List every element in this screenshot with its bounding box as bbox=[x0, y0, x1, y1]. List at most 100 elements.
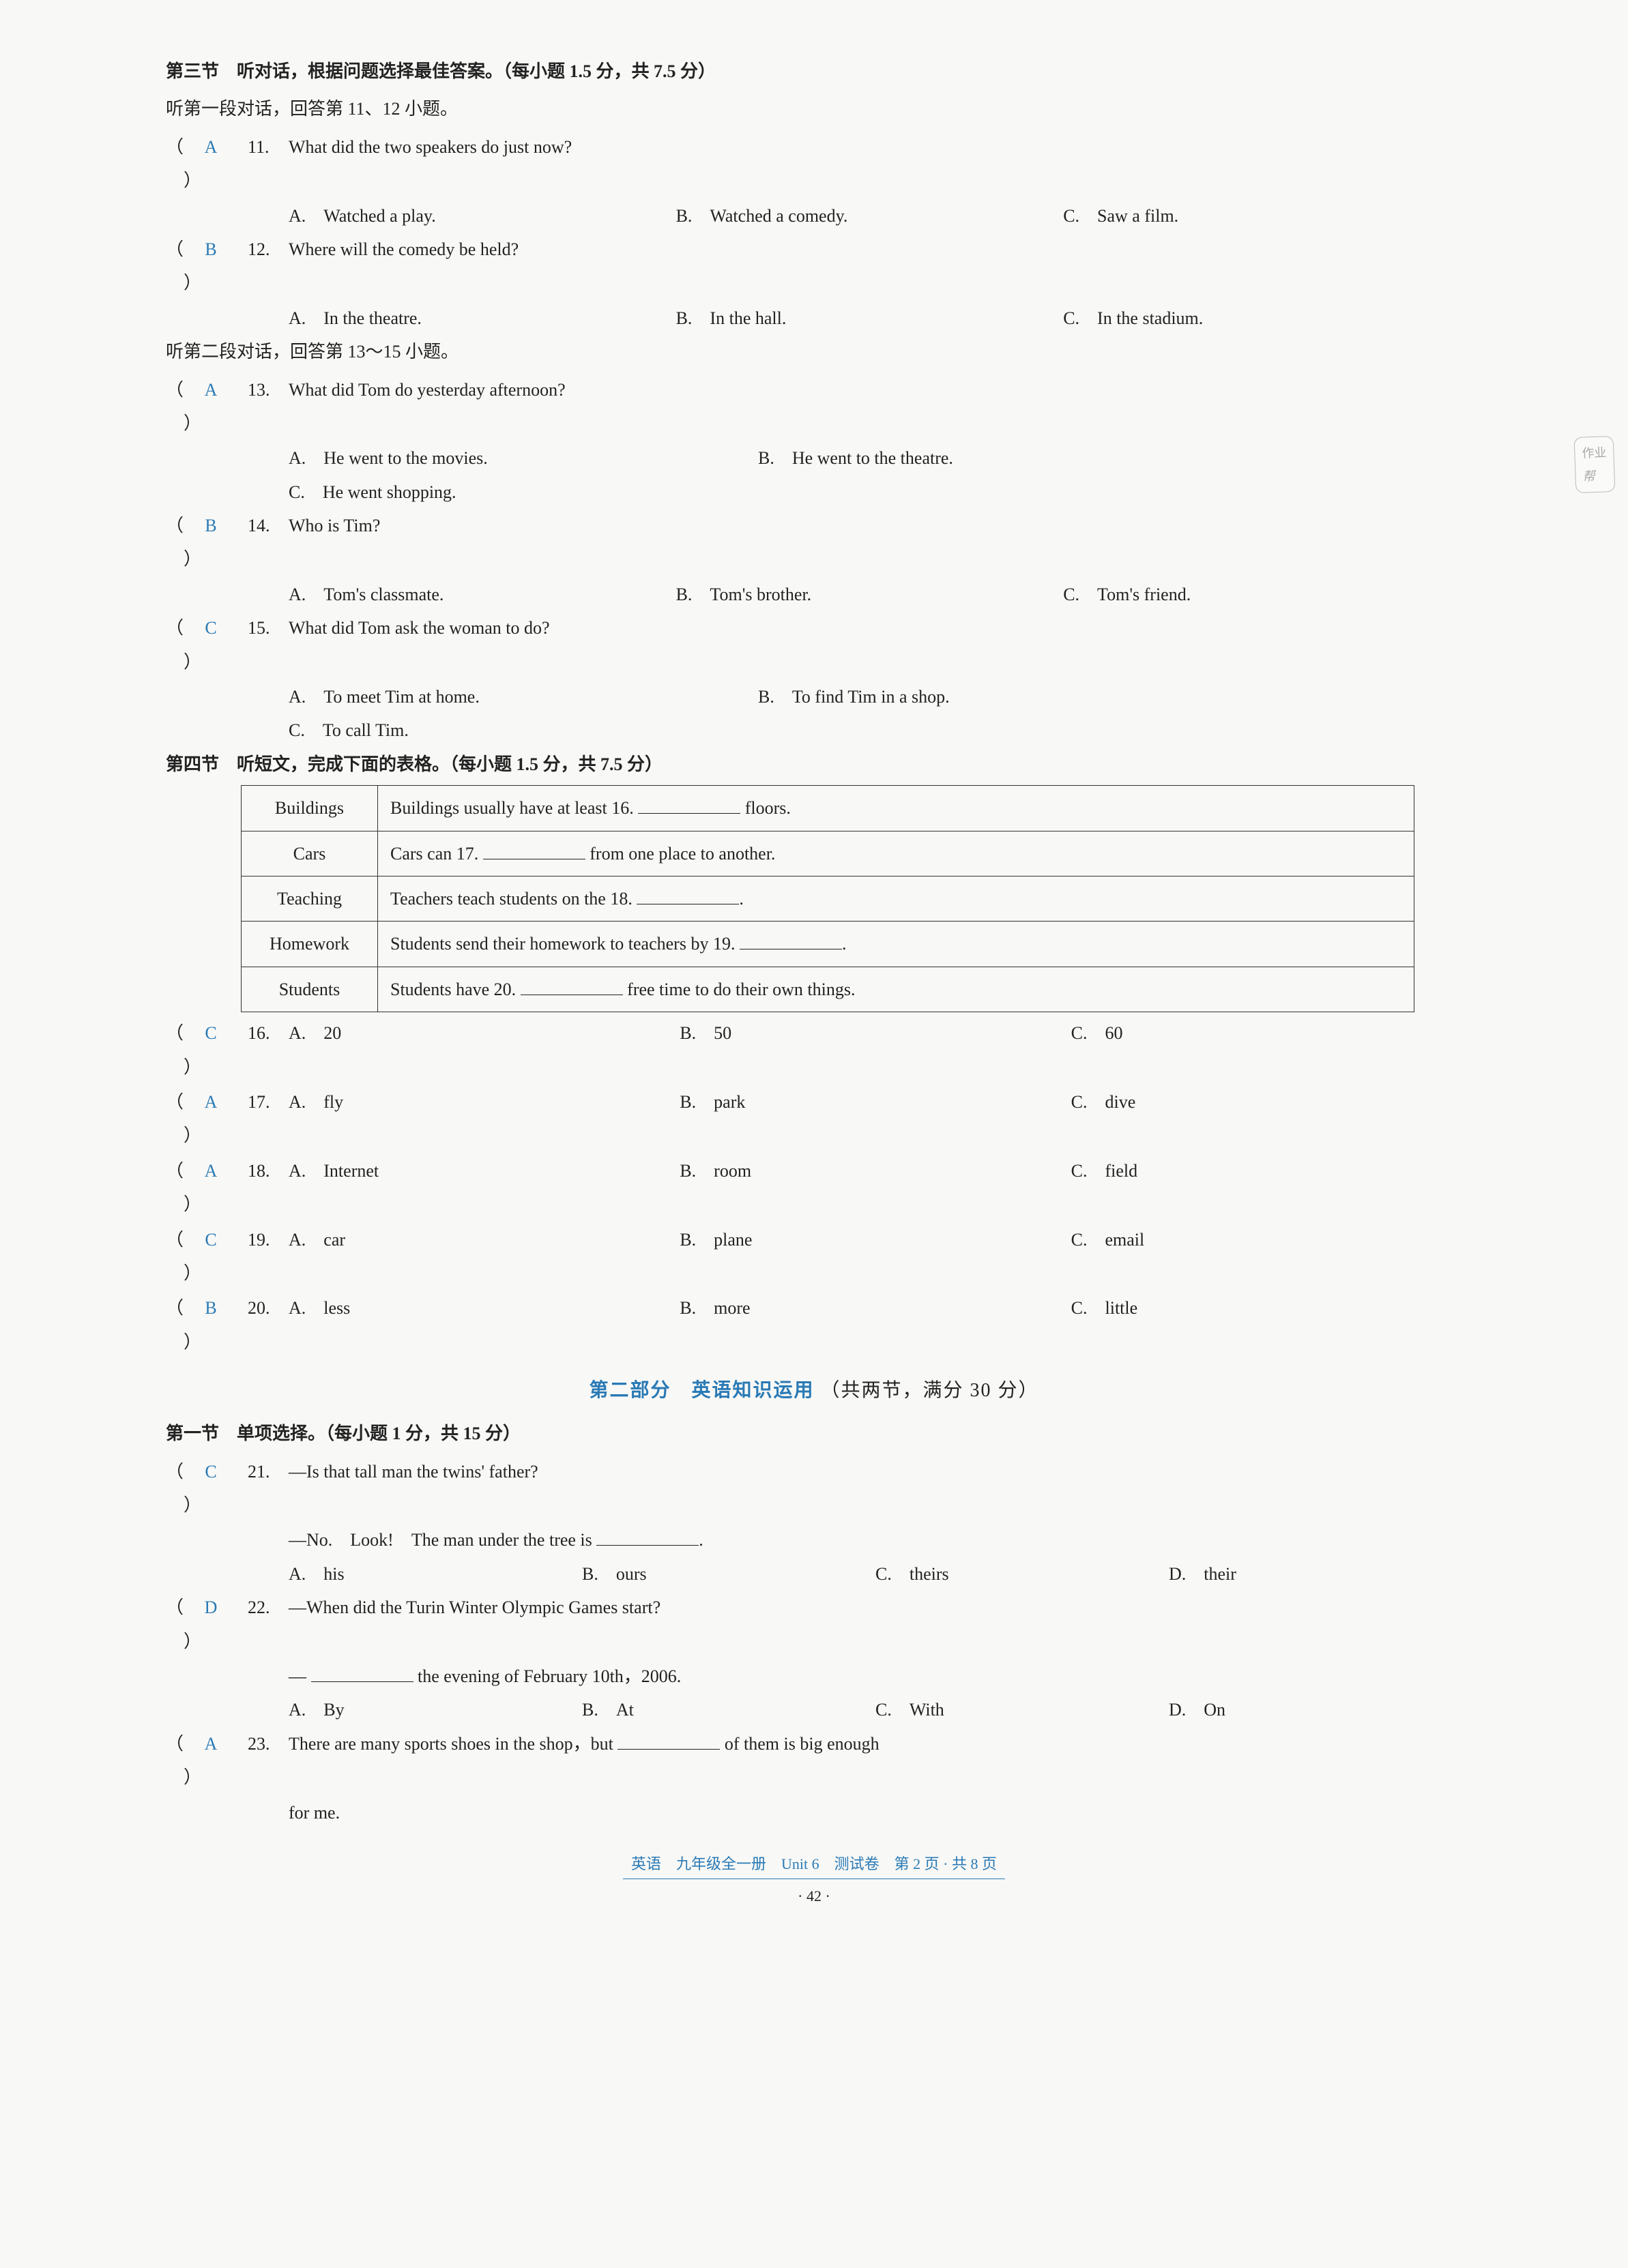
table-row: Cars Cars can 17. from one place to anot… bbox=[242, 831, 1414, 876]
q16-row: （ C ）16. A. 20 B. 50 C. 60 bbox=[166, 1016, 1462, 1084]
q15-answer: C bbox=[201, 611, 220, 645]
q22-answer: D bbox=[201, 1591, 220, 1624]
q18-b: B. room bbox=[680, 1154, 1071, 1188]
q11-row: （ A ） 11. What did the two speakers do j… bbox=[166, 130, 1462, 198]
q13-a: A. He went to the movies. bbox=[289, 441, 758, 475]
section3-heading: 第三节 听对话，根据问题选择最佳答案。（每小题 1.5 分，共 7.5 分） bbox=[166, 55, 1462, 88]
r1t: Buildings usually have at least 16. floo… bbox=[378, 786, 1414, 831]
q19-paren: （ C ） bbox=[166, 1223, 248, 1291]
q23-num: 23. bbox=[248, 1727, 289, 1761]
q22-line2: — the evening of February 10th，2006. bbox=[289, 1660, 1462, 1693]
footer-pagenum: · 42 · bbox=[166, 1882, 1462, 1911]
q21-paren: （ C ） bbox=[166, 1455, 248, 1522]
q14-paren: （ B ） bbox=[166, 509, 248, 576]
q11-text: What did the two speakers do just now? bbox=[289, 130, 1462, 164]
q18-answer: A bbox=[201, 1154, 220, 1188]
q12-c: C. In the stadium. bbox=[1063, 301, 1451, 335]
r2h: Cars bbox=[242, 831, 378, 876]
q15-a: A. To meet Tim at home. bbox=[289, 680, 758, 713]
q15-b: B. To find Tim in a shop. bbox=[758, 680, 1345, 713]
q11-num: 11. bbox=[248, 130, 289, 164]
q21-d: D. their bbox=[1169, 1557, 1462, 1591]
q19-b: B. plane bbox=[680, 1223, 1071, 1256]
table-row: Homework Students send their homework to… bbox=[242, 922, 1414, 967]
q11-a: A. Watched a play. bbox=[289, 199, 676, 233]
footer-line1: 英语 九年级全一册 Unit 6 测试卷 第 2 页 · 共 8 页 bbox=[623, 1850, 1005, 1879]
q20-c: C. little bbox=[1071, 1291, 1462, 1325]
q15-text: What did Tom ask the woman to do? bbox=[289, 611, 1462, 645]
q16-answer: C bbox=[201, 1016, 220, 1050]
q20-paren: （ B ） bbox=[166, 1291, 248, 1359]
q18-c: C. field bbox=[1071, 1154, 1462, 1188]
q19-answer: C bbox=[201, 1223, 220, 1256]
q21-line1: —Is that tall man the twins' father? bbox=[289, 1455, 1462, 1488]
r5h: Students bbox=[242, 967, 378, 1012]
q21-row: （ C ） 21. —Is that tall man the twins' f… bbox=[166, 1455, 1462, 1522]
q14-c: C. Tom's friend. bbox=[1063, 578, 1451, 611]
section4-table: Buildings Buildings usually have at leas… bbox=[241, 785, 1414, 1012]
q12-paren: （ B ） bbox=[166, 233, 248, 300]
part2-title-sub: （共两节，满分 30 分） bbox=[821, 1380, 1039, 1401]
q12-answer: B bbox=[201, 233, 220, 266]
blank-20 bbox=[521, 974, 623, 995]
q14-row: （ B ） 14. Who is Tim? bbox=[166, 509, 1462, 576]
q16-num: 16. bbox=[248, 1016, 289, 1084]
q12-a: A. In the theatre. bbox=[289, 301, 676, 335]
q16-a: A. 20 bbox=[289, 1016, 680, 1050]
q12-b: B. In the hall. bbox=[676, 301, 1064, 335]
q18-paren: （ A ） bbox=[166, 1154, 248, 1222]
r5t: Students have 20. free time to do their … bbox=[378, 967, 1414, 1012]
watermark-badge: 作业 帮 bbox=[1574, 436, 1616, 493]
page-content: 第三节 听对话，根据问题选择最佳答案。（每小题 1.5 分，共 7.5 分） 听… bbox=[166, 55, 1462, 1911]
section3-inst1: 听第一段对话，回答第 11、12 小题。 bbox=[166, 92, 1462, 126]
q16-paren: （ C ） bbox=[166, 1016, 248, 1084]
q21-b: B. ours bbox=[582, 1557, 875, 1591]
q11-options: A. Watched a play. B. Watched a comedy. … bbox=[289, 199, 1462, 233]
table-row: Buildings Buildings usually have at leas… bbox=[242, 786, 1414, 831]
q13-options: A. He went to the movies. B. He went to … bbox=[289, 441, 1462, 509]
q13-c: C. He went shopping. bbox=[289, 475, 1462, 509]
q22-a: A. By bbox=[289, 1693, 582, 1726]
q23-answer: A bbox=[201, 1727, 220, 1761]
q23-line1: There are many sports shoes in the shop，… bbox=[289, 1727, 1462, 1761]
section1b-heading: 第一节 单项选择。（每小题 1 分，共 15 分） bbox=[166, 1417, 1462, 1450]
blank-16 bbox=[638, 793, 740, 814]
q15-options: A. To meet Tim at home. B. To find Tim i… bbox=[289, 680, 1462, 748]
q13-text: What did Tom do yesterday afternoon? bbox=[289, 373, 1462, 407]
q14-b: B. Tom's brother. bbox=[676, 578, 1064, 611]
q22-blank bbox=[311, 1661, 413, 1682]
r2t: Cars can 17. from one place to another. bbox=[378, 831, 1414, 876]
q11-b: B. Watched a comedy. bbox=[676, 199, 1064, 233]
q17-paren: （ A ） bbox=[166, 1085, 248, 1153]
q17-c: C. dive bbox=[1071, 1085, 1462, 1119]
q19-c: C. email bbox=[1071, 1223, 1462, 1256]
section4-heading: 第四节 听短文，完成下面的表格。（每小题 1.5 分，共 7.5 分） bbox=[166, 748, 1462, 781]
q16-b: B. 50 bbox=[680, 1016, 1071, 1050]
q21-line2: —No. Look! The man under the tree is . bbox=[289, 1523, 1462, 1557]
r4h: Homework bbox=[242, 922, 378, 967]
q23-paren: （ A ） bbox=[166, 1727, 248, 1795]
q11-c: C. Saw a film. bbox=[1063, 199, 1451, 233]
r3t: Teachers teach students on the 18. . bbox=[378, 876, 1414, 921]
q18-row: （ A ）18. A. Internet B. room C. field bbox=[166, 1154, 1462, 1222]
q22-num: 22. bbox=[248, 1591, 289, 1624]
q11-answer: A bbox=[201, 130, 220, 164]
q13-answer: A bbox=[201, 373, 220, 407]
q21-num: 21. bbox=[248, 1455, 289, 1488]
q20-a: A. less bbox=[289, 1291, 680, 1325]
q15-row: （ C ） 15. What did Tom ask the woman to … bbox=[166, 611, 1462, 679]
q13-paren: （ A ） bbox=[166, 373, 248, 441]
q20-num: 20. bbox=[248, 1291, 289, 1359]
q12-text: Where will the comedy be held? bbox=[289, 233, 1462, 266]
part2-title-main: 第二部分 英语知识运用 bbox=[589, 1380, 814, 1401]
q22-options: A. By B. At C. With D. On bbox=[289, 1693, 1462, 1726]
q21-c: C. theirs bbox=[875, 1557, 1169, 1591]
blank-19 bbox=[740, 928, 842, 949]
r1h: Buildings bbox=[242, 786, 378, 831]
table-row: Students Students have 20. free time to … bbox=[242, 967, 1414, 1012]
r3h: Teaching bbox=[242, 876, 378, 921]
watermark-line1: 作业 bbox=[1582, 441, 1607, 465]
q20-b: B. more bbox=[680, 1291, 1071, 1325]
q15-paren: （ C ） bbox=[166, 611, 248, 679]
q21-blank bbox=[596, 1525, 699, 1546]
